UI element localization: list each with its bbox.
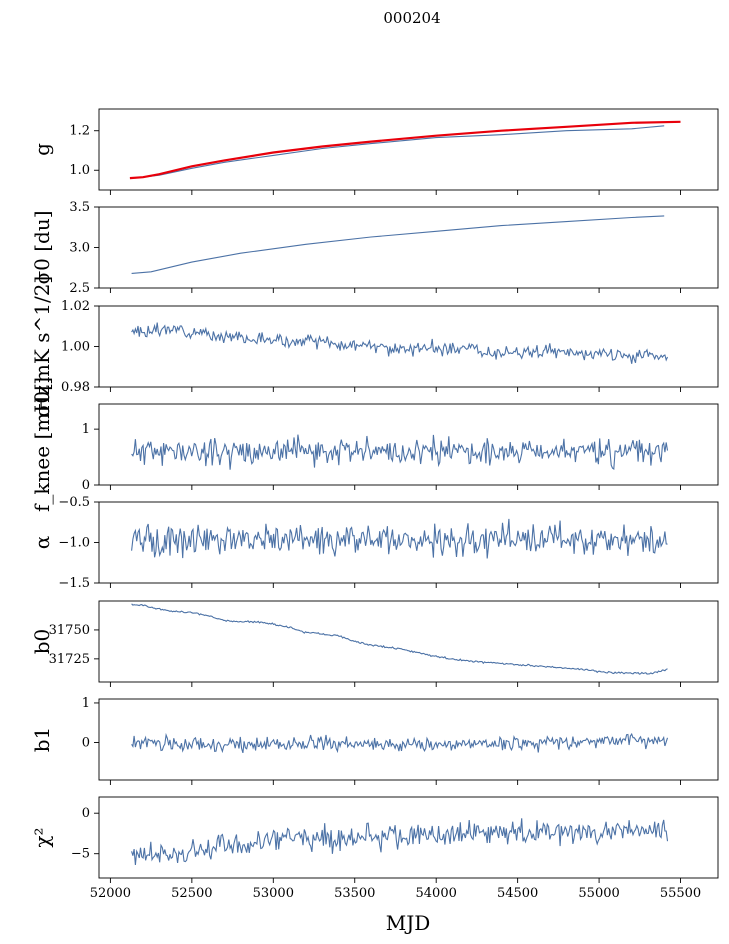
y-tick-label: 1.0 xyxy=(69,163,90,178)
plot-frame xyxy=(98,305,719,388)
y-tick-label: 31750 xyxy=(49,623,90,638)
x-tick-label: 55000 xyxy=(578,886,619,901)
y-axis-label: b0 xyxy=(30,629,54,655)
series-line xyxy=(131,518,668,559)
y-tick-label: 1.02 xyxy=(61,299,90,314)
y-axis-label: α xyxy=(30,536,54,550)
y-axis-label: g xyxy=(30,143,54,156)
panel-chi2: −5 0 52000 52500 53000 53500 54000 54500 55000 55… xyxy=(30,796,719,901)
plot-frame xyxy=(98,600,719,683)
x-tick-label: 54000 xyxy=(416,886,457,901)
x-tick-label: 53000 xyxy=(253,886,294,901)
y-tick-label: 0 xyxy=(82,735,90,750)
series-line xyxy=(129,120,681,180)
y-tick-label: −1.5 xyxy=(58,576,90,591)
panel-b1: 0 1 b1 xyxy=(30,696,719,785)
series-line xyxy=(131,818,669,865)
y-tick-label: 3.5 xyxy=(69,200,90,215)
panel-alpha: −1.5 −1.0 −0.5 α xyxy=(30,495,719,591)
panel-sigma0_mk: 0.98 1.00 1.02 σ0[mK s^1/2] xyxy=(30,276,719,417)
y-tick-label: −0.5 xyxy=(58,495,90,510)
y-tick-label: 1 xyxy=(82,696,90,711)
y-tick-label: 0 xyxy=(82,806,90,821)
series-line xyxy=(131,732,669,754)
figure-title: 000204 xyxy=(383,9,440,27)
x-tick-label: 52500 xyxy=(171,886,212,901)
plot-frame xyxy=(98,796,719,879)
panel-fknee: 0 1 f_knee [mHz] xyxy=(30,377,719,512)
y-tick-label: 0.98 xyxy=(61,380,90,395)
y-axis-label: b1 xyxy=(30,727,54,753)
y-tick-label: 1.00 xyxy=(61,340,90,355)
x-axis-label: MJD xyxy=(386,911,431,935)
y-tick-label: 3.0 xyxy=(69,241,90,256)
y-tick-label: 1.2 xyxy=(69,124,90,139)
y-axis-label: χ² xyxy=(30,827,54,847)
y-tick-label: 1 xyxy=(82,422,90,437)
y-axis-label: σ0[mK s^1/2] xyxy=(30,276,54,417)
y-axis-label: σ0 [du] xyxy=(30,210,54,284)
x-tick-label: 54500 xyxy=(497,886,538,901)
y-tick-label: −5 xyxy=(71,847,90,862)
plot-frame xyxy=(98,403,719,486)
plot-frame xyxy=(98,698,719,781)
y-tick-label: −1.0 xyxy=(58,536,90,551)
panel-sigma0_du: 2.5 3.0 3.5 σ0 [du] xyxy=(30,200,719,296)
y-tick-label: 0 xyxy=(82,478,90,493)
panels: 1.0 1.2 g 2.5 3.0 3.5 σ0 [du] 0.98 1.00 1.02 σ0[mK… xyxy=(30,108,719,901)
x-tick-label: 55500 xyxy=(660,886,701,901)
series-line xyxy=(131,434,669,471)
series-line xyxy=(131,603,668,675)
panel-gain: 1.0 1.2 g xyxy=(30,108,719,195)
series-line xyxy=(131,215,665,274)
series-line xyxy=(131,322,669,364)
x-tick-label: 52000 xyxy=(90,886,131,901)
plot-frame xyxy=(98,206,719,289)
series-line xyxy=(134,125,665,179)
plot-frame xyxy=(98,108,719,191)
y-axis-label: f_knee [mHz] xyxy=(30,377,54,512)
y-tick-label: 31725 xyxy=(49,652,90,667)
y-tick-label: 2.5 xyxy=(69,281,90,296)
x-tick-label: 53500 xyxy=(334,886,375,901)
